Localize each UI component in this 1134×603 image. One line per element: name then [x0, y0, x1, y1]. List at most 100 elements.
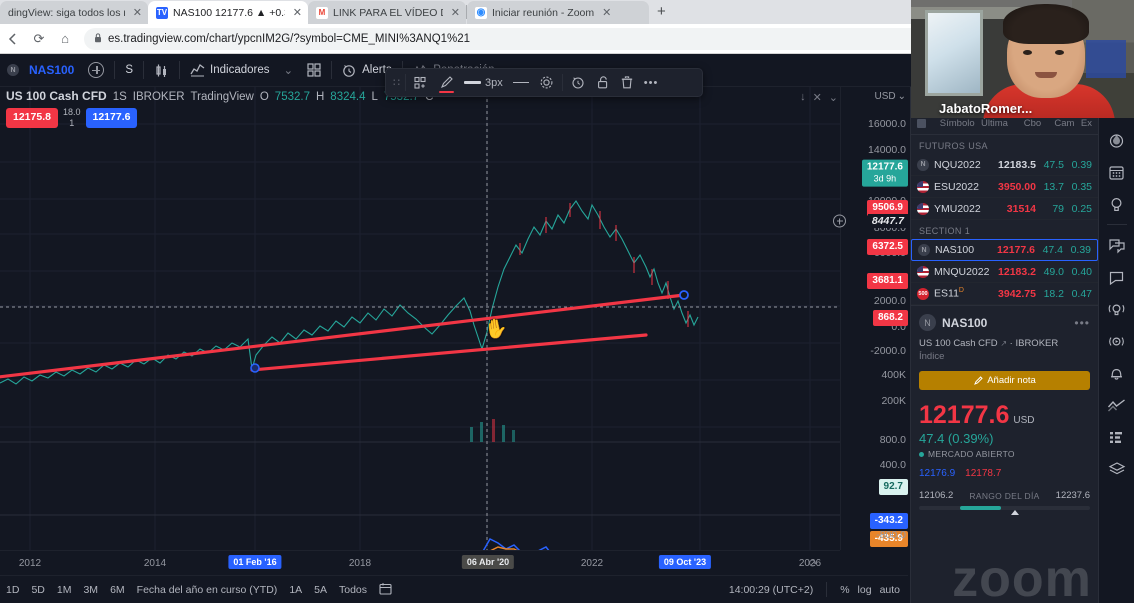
- lock-button[interactable]: [591, 71, 615, 94]
- macd-line-tag[interactable]: -435.9: [869, 531, 908, 547]
- drawing-float-toolbar[interactable]: ∷ 3px: [385, 68, 703, 97]
- browser-tab-0[interactable]: dingView: siga todos los merc ✕: [0, 1, 148, 24]
- watchlist-row-nas100[interactable]: N NAS100 12177.6 47.4 0.39: [911, 239, 1098, 261]
- column-symbol[interactable]: Símbolo: [939, 118, 975, 129]
- drawing-price-tag[interactable]: 9506.9: [867, 200, 908, 216]
- indicators-caret-button[interactable]: ⌄: [277, 58, 301, 82]
- delete-button[interactable]: [615, 71, 639, 94]
- settings-button[interactable]: [534, 71, 559, 94]
- currency-selector[interactable]: USD ⌄: [874, 91, 906, 102]
- row-pct: 0.35: [1071, 180, 1092, 193]
- interval-button[interactable]: S: [118, 58, 140, 82]
- watchlist-row-es11[interactable]: 500 ES11D 3942.75 18.2 0.47: [911, 283, 1098, 305]
- drawing-time-tag[interactable]: 09 Oct '23: [658, 555, 712, 569]
- crosshair-alert-icon[interactable]: [833, 214, 846, 228]
- range-5y-button[interactable]: 5A: [314, 583, 327, 596]
- zoom-webcam-overlay[interactable]: JabatoRomer...: [911, 0, 1134, 118]
- auto-scale-button[interactable]: auto: [879, 583, 900, 596]
- reset-zoom-icon[interactable]: ⟳: [808, 558, 818, 570]
- range-6m-button[interactable]: 6M: [110, 583, 125, 596]
- new-tab-button[interactable]: +: [657, 2, 666, 20]
- symbol-search-button[interactable]: N NAS100: [0, 58, 81, 82]
- browser-tab-title: LINK PARA EL VÍDEO DE HOY - j: [333, 6, 443, 19]
- log-scale-button[interactable]: log: [857, 583, 872, 596]
- browser-tab-1[interactable]: TV NAS100 12177.6 ▲ +0.39% Sin n ✕: [148, 1, 308, 24]
- column-pct[interactable]: Cam: [1054, 118, 1075, 129]
- detail-last-price: 12177.6 USD: [919, 401, 1090, 430]
- range-1m-button[interactable]: 1M: [56, 583, 72, 596]
- time-axis[interactable]: 2012 2014 2018 2022 2026 01 Feb '16 06 A…: [0, 550, 840, 575]
- chart-clock[interactable]: 14:00:29 (UTC+2): [728, 583, 814, 596]
- watchlist-row-nqu2022[interactable]: N NQU2022 12183.5 47.5 0.39: [911, 154, 1098, 176]
- watchlist-row-esu2022[interactable]: ESU2022 3950.00 13.7 0.35: [911, 176, 1098, 198]
- close-icon[interactable]: ✕: [450, 7, 460, 19]
- watchlist-row-ymu2022[interactable]: YMU2022 31514 79 0.25: [911, 198, 1098, 220]
- line-width-button[interactable]: 3px: [459, 71, 508, 94]
- browser-tab-3[interactable]: ◉ Iniciar reunión - Zoom ✕: [467, 1, 649, 24]
- home-icon[interactable]: ⌂: [61, 31, 69, 46]
- chart-type-button[interactable]: [147, 58, 176, 82]
- line-style-button[interactable]: [508, 71, 534, 94]
- add-objects-button[interactable]: [409, 71, 434, 94]
- add-symbol-button[interactable]: [81, 58, 111, 82]
- close-icon[interactable]: ✕: [292, 7, 302, 19]
- badge-buy[interactable]: 12177.6: [85, 108, 138, 129]
- drawing-time-tag[interactable]: 01 Feb '16: [228, 555, 282, 569]
- external-link-icon[interactable]: ↗: [1000, 339, 1008, 348]
- indicators-button[interactable]: Indicadores: [183, 58, 276, 82]
- range-3m-button[interactable]: 3M: [83, 583, 99, 596]
- price-axis[interactable]: 16000.0 14000.0 10000.0 8000.0 6000.0 40…: [833, 87, 910, 550]
- detail-header: N NAS100 •••: [919, 314, 1090, 331]
- templates-button[interactable]: [300, 58, 328, 82]
- column-last[interactable]: Última: [980, 118, 1008, 129]
- broadcast-icon[interactable]: [1103, 326, 1131, 356]
- ideas-lightbulb-icon[interactable]: [1103, 189, 1131, 219]
- color-picker-button[interactable]: [434, 71, 459, 94]
- more-options-button[interactable]: •••: [639, 71, 664, 94]
- add-note-button[interactable]: Añadir nota: [919, 371, 1090, 390]
- alerts-bell-icon[interactable]: [1103, 358, 1131, 388]
- percent-scale-button[interactable]: %: [840, 583, 850, 596]
- range-5d-button[interactable]: 5D: [31, 583, 45, 596]
- range-1y-button[interactable]: 1A: [289, 583, 303, 596]
- move-pane-down-icon[interactable]: ↓: [800, 91, 806, 103]
- drag-handle[interactable]: ∷: [393, 77, 400, 89]
- close-icon[interactable]: ✕: [132, 7, 142, 19]
- drawing-price-tag[interactable]: 6372.5: [867, 239, 908, 255]
- chat-icon[interactable]: [1103, 230, 1131, 260]
- drawing-price-tag[interactable]: 3681.1: [867, 273, 908, 289]
- range-all-button[interactable]: Todos: [339, 583, 368, 596]
- drawing-price-tag[interactable]: 868.2: [872, 310, 908, 326]
- data-window-icon[interactable]: [1103, 390, 1131, 420]
- add-alert-button[interactable]: [566, 71, 591, 94]
- back-icon[interactable]: [0, 26, 26, 52]
- column-extra[interactable]: Ex: [1080, 118, 1092, 129]
- chart-plot-area[interactable]: ✋: [0, 87, 840, 550]
- badge-sell[interactable]: 12175.8: [6, 108, 58, 129]
- watchlist-row-mnqu2022[interactable]: MNQU2022 12183.2 49.0 0.40: [911, 261, 1098, 283]
- close-icon[interactable]: ✕: [602, 7, 612, 19]
- stream-idea-icon[interactable]: [1103, 294, 1131, 324]
- collapse-pane-icon[interactable]: ⌄: [828, 92, 838, 104]
- column-change[interactable]: Cbo: [1023, 118, 1042, 129]
- object-tree-icon[interactable]: [1103, 454, 1131, 484]
- detail-more-icon[interactable]: •••: [1074, 315, 1090, 330]
- macd-signal-tag[interactable]: -343.2: [869, 513, 908, 529]
- hotlist-grid-icon[interactable]: [1103, 422, 1131, 452]
- row-symbol: ESU2022: [934, 180, 979, 193]
- calendar-icon[interactable]: [1103, 157, 1131, 187]
- url-bar[interactable]: es.tradingview.com/chart/ypcnIM2G/?symbo…: [84, 27, 970, 50]
- range-1d-button[interactable]: 1D: [6, 583, 20, 596]
- private-chat-icon[interactable]: [1103, 262, 1131, 292]
- watchlist-settings-icon[interactable]: [917, 119, 926, 128]
- last-price-countdown-tag[interactable]: 12177.6 3d 9h: [861, 159, 908, 187]
- reload-icon[interactable]: ⟳: [33, 30, 45, 46]
- range-ytd-button[interactable]: Fecha del año en curso (YTD): [136, 583, 278, 596]
- alert-button[interactable]: Alerta: [335, 58, 399, 82]
- hotlists-flame-icon[interactable]: [1103, 125, 1131, 155]
- price-tick: 14000.0: [868, 144, 906, 156]
- macd-histogram-tag[interactable]: 92.7: [878, 479, 908, 495]
- browser-tab-2[interactable]: M LINK PARA EL VÍDEO DE HOY - j ✕: [308, 1, 466, 24]
- remove-pane-icon[interactable]: ✕: [812, 92, 822, 104]
- calendar-icon[interactable]: [373, 582, 398, 598]
